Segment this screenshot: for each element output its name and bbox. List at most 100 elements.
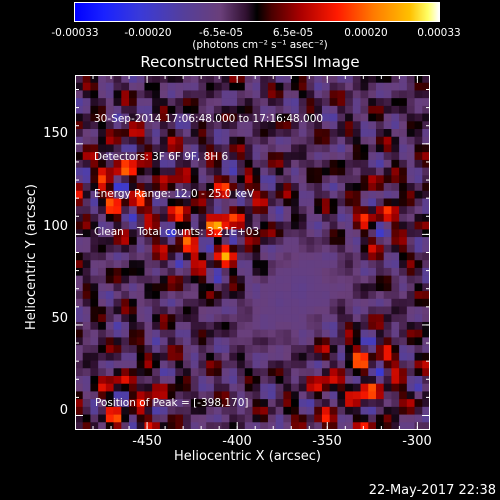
heatmap-cell xyxy=(283,159,292,168)
heatmap-cell xyxy=(121,183,130,192)
heatmap-cell xyxy=(375,399,384,408)
heatmap-cell xyxy=(352,159,361,168)
heatmap-cell xyxy=(244,283,253,292)
heatmap-cell xyxy=(129,190,138,199)
heatmap-cell xyxy=(237,237,246,246)
heatmap-cell xyxy=(121,399,130,408)
heatmap-cell xyxy=(329,237,338,246)
heatmap-cell xyxy=(314,252,323,261)
heatmap-cell xyxy=(82,121,91,130)
heatmap-cell xyxy=(75,159,84,168)
heatmap-cell xyxy=(237,213,246,222)
heatmap-cell xyxy=(383,129,392,138)
heatmap-cell xyxy=(244,267,253,276)
heatmap-cell xyxy=(129,352,138,361)
heatmap-cell xyxy=(144,391,153,400)
heatmap-cell xyxy=(391,275,400,284)
heatmap-cell xyxy=(375,98,384,107)
heatmap-cell xyxy=(198,375,207,384)
heatmap-cell xyxy=(283,90,292,99)
heatmap-cell xyxy=(167,175,176,184)
heatmap-cell xyxy=(283,198,292,207)
heatmap-cell xyxy=(306,291,315,300)
heatmap-cell xyxy=(75,75,84,84)
heatmap-cell xyxy=(167,260,176,269)
heatmap-cell xyxy=(422,368,430,377)
heatmap-cell xyxy=(337,190,346,199)
heatmap-cell xyxy=(198,105,207,114)
heatmap-cell xyxy=(152,291,161,300)
heatmap-cell xyxy=(352,75,361,84)
heatmap-cell xyxy=(198,352,207,361)
heatmap-cell xyxy=(283,167,292,176)
heatmap-cell xyxy=(260,136,269,145)
heatmap-cell xyxy=(345,75,354,84)
heatmap-cell xyxy=(144,337,153,346)
heatmap-cell xyxy=(352,260,361,269)
heatmap-cell xyxy=(152,229,161,238)
heatmap-cell xyxy=(159,152,168,161)
heatmap-cell xyxy=(129,291,138,300)
heatmap-cell xyxy=(399,298,408,307)
heatmap-cell xyxy=(252,329,261,338)
heatmap-cell xyxy=(345,283,354,292)
heatmap-cell xyxy=(152,221,161,230)
heatmap-cell xyxy=(82,82,91,91)
heatmap-cell xyxy=(321,368,330,377)
heatmap-cell xyxy=(391,291,400,300)
heatmap-cell xyxy=(206,136,215,145)
heatmap-cell xyxy=(113,283,122,292)
heatmap-cell xyxy=(267,291,276,300)
heatmap-cell xyxy=(321,391,330,400)
heatmap-cell xyxy=(244,368,253,377)
heatmap-cell xyxy=(244,152,253,161)
heatmap-cell xyxy=(275,105,284,114)
heatmap-cell xyxy=(129,298,138,307)
heatmap-cell xyxy=(221,414,230,423)
heatmap-cell xyxy=(75,368,84,377)
heatmap-cell xyxy=(360,291,369,300)
heatmap-cell xyxy=(383,98,392,107)
heatmap-cell xyxy=(159,98,168,107)
heatmap-cell xyxy=(144,368,153,377)
heatmap-cell xyxy=(90,90,99,99)
heatmap-cell xyxy=(368,90,377,99)
heatmap-cell xyxy=(345,337,354,346)
heatmap-cell xyxy=(406,352,415,361)
heatmap-cell xyxy=(298,159,307,168)
heatmap-cell xyxy=(406,144,415,153)
heatmap-cell xyxy=(391,144,400,153)
heatmap-cell xyxy=(345,422,354,430)
heatmap-cell xyxy=(113,167,122,176)
heatmap-cell xyxy=(267,237,276,246)
heatmap-cell xyxy=(275,90,284,99)
heatmap-cell xyxy=(121,383,130,392)
heatmap-cell xyxy=(368,105,377,114)
heatmap-cell xyxy=(152,152,161,161)
heatmap-cell xyxy=(167,136,176,145)
heatmap-cell xyxy=(314,260,323,269)
heatmap-cell xyxy=(283,314,292,323)
heatmap-cell xyxy=(291,260,300,269)
heatmap-cell xyxy=(82,321,91,330)
heatmap-cell xyxy=(345,198,354,207)
heatmap-cell xyxy=(221,283,230,292)
heatmap-cell xyxy=(375,113,384,122)
heatmap-cell xyxy=(375,82,384,91)
heatmap-cell xyxy=(237,275,246,284)
heatmap-cell xyxy=(159,329,168,338)
heatmap-cell xyxy=(121,213,130,222)
heatmap-cell xyxy=(368,152,377,161)
heatmap-cell xyxy=(90,391,99,400)
heatmap-cell xyxy=(345,368,354,377)
heatmap-cell xyxy=(345,275,354,284)
heatmap-cell xyxy=(375,260,384,269)
heatmap-cell xyxy=(82,383,91,392)
heatmap-cell xyxy=(375,136,384,145)
heatmap-cell xyxy=(414,368,423,377)
heatmap-cell xyxy=(329,321,338,330)
heatmap-cell xyxy=(368,213,377,222)
heatmap-cell xyxy=(391,82,400,91)
heatmap-cell xyxy=(113,360,122,369)
heatmap-cell xyxy=(129,198,138,207)
